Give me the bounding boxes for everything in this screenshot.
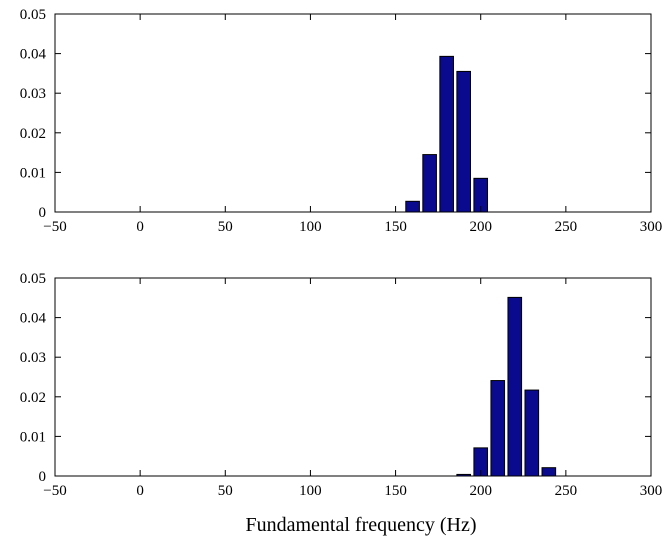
top-x-tick-label-3: 100: [299, 219, 322, 235]
top-y-tick-label-2: 0.02: [20, 126, 46, 142]
top-y-tick-label-4: 0.04: [20, 47, 47, 63]
bottom-y-tick-label-3: 0.03: [20, 350, 46, 366]
top-y-tick-label-0: 0: [39, 205, 47, 221]
top-bar-2: [439, 55, 454, 213]
bottom-x-tick-label-4: 150: [384, 483, 407, 499]
top-axes-frame: [54, 13, 652, 213]
top-x-tick-label-6: 250: [555, 219, 578, 235]
bottom-y-tick-label-2: 0.02: [20, 390, 46, 406]
bottom-bar-5: [541, 467, 557, 477]
top-histogram-panel: −50 0 50 100 150 200 250 30000.010.020.030.040.…: [20, 7, 663, 235]
bottom-x-tick-label-0: −50: [43, 483, 66, 499]
top-y-tick-label-5: 0.05: [20, 7, 46, 23]
bottom-x-tick-label-1: 0: [136, 483, 144, 499]
bottom-y-tick-label-1: 0.01: [20, 429, 46, 445]
bottom-y-tick-label-5: 0.05: [20, 271, 46, 287]
top-x-tick-label-7: 300: [640, 219, 663, 235]
bottom-bar-4: [524, 389, 540, 477]
bottom-bar-2: [490, 380, 506, 477]
x-axis-label: Fundamental frequency (Hz): [245, 514, 476, 536]
top-x-tick-label-2: 50: [218, 219, 233, 235]
bottom-histogram-panel: −50 0 50 100 150 200 250 30000.010.020.030.040.…: [20, 271, 663, 499]
top-bar-3: [456, 70, 471, 213]
bottom-x-tick-label-3: 100: [299, 483, 322, 499]
bottom-x-tick-label-5: 200: [469, 483, 492, 499]
top-y-tick-label-3: 0.03: [20, 86, 46, 102]
bottom-bar-3: [507, 296, 523, 477]
top-x-tick-label-4: 150: [384, 219, 407, 235]
bottom-x-tick-label-7: 300: [640, 483, 663, 499]
bottom-y-tick-label-4: 0.04: [20, 311, 47, 327]
bottom-x-tick-label-6: 250: [555, 483, 578, 499]
top-x-tick-label-1: 0: [136, 219, 144, 235]
top-bar-1: [422, 154, 437, 213]
bottom-axes-frame: [54, 277, 652, 477]
top-x-tick-label-0: −50: [43, 219, 66, 235]
bottom-y-tick-label-0: 0: [39, 469, 47, 485]
top-y-tick-label-1: 0.01: [20, 165, 46, 181]
bottom-x-tick-label-2: 50: [218, 483, 233, 499]
top-x-tick-label-5: 200: [469, 219, 492, 235]
top-bar-0: [405, 200, 420, 213]
